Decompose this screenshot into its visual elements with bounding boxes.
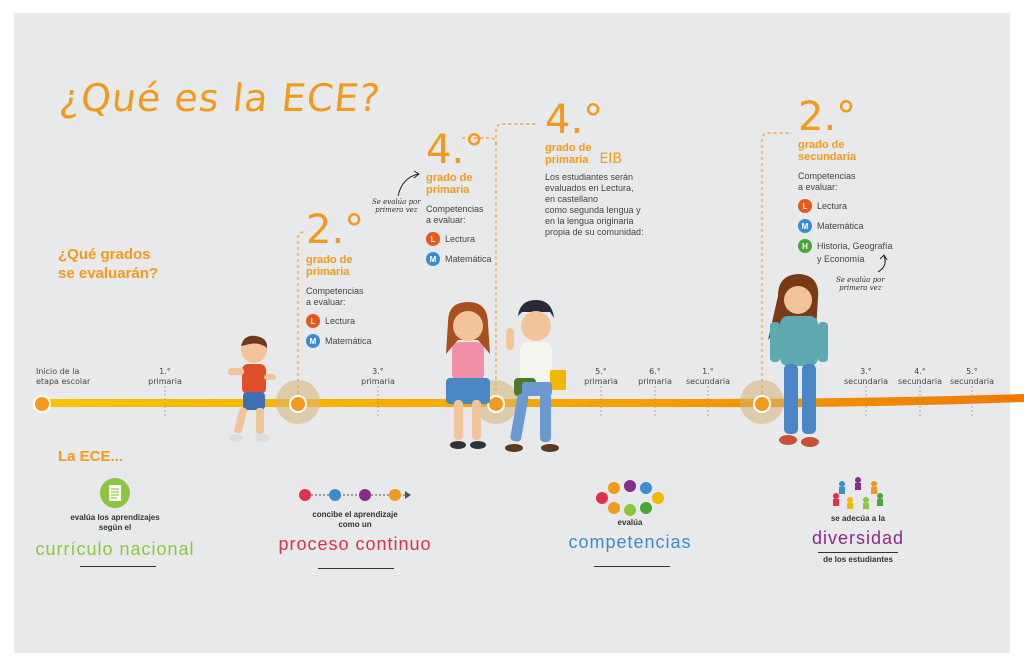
competency-matematica: M Matemática [426, 251, 492, 267]
tick-label: 5.° secundaria [949, 367, 995, 386]
tick-label: 1.° primaria [148, 367, 182, 386]
competency-lectura: L Lectura [306, 313, 372, 329]
competency-lectura: L Lectura [798, 198, 893, 214]
underline [594, 566, 670, 567]
competency-historia: H Historia, Geografía [798, 238, 893, 254]
boy-with-books-illustration [505, 300, 566, 452]
feature-proceso: concibe el aprendizaje como un proceso c… [270, 486, 440, 555]
tick-label: 6.° primaria [638, 367, 672, 386]
tick-label: 4.° secundaria [897, 367, 943, 386]
grade-2-secundaria: 2.° grado de secundaria Competencias a e… [798, 94, 893, 264]
first-time-note: Se evalúa por primera vez [836, 276, 885, 292]
eib-tag: EIB [599, 151, 623, 167]
grade-2-primaria: 2.° grado de primaria Competencias a eva… [306, 210, 372, 349]
timeline-node-2-primaria [289, 395, 307, 413]
matematica-badge-icon: M [306, 334, 320, 348]
tick-label: 5.° primaria [584, 367, 618, 386]
timeline-node-start [33, 395, 51, 413]
underline [318, 568, 394, 569]
timeline-node-4-primaria [487, 395, 505, 413]
competencies-circle-icon [596, 480, 664, 516]
feature-competencias: evalúa competencias [550, 480, 710, 553]
feature-diversidad: se adecúa a la diversidad de los estudia… [778, 474, 938, 565]
lectura-badge-icon: L [306, 314, 320, 328]
feature-curriculo: evalúa los aprendizajes según el currícu… [30, 478, 200, 560]
lectura-badge-icon: L [798, 199, 812, 213]
tick-label: 3.° primaria [361, 367, 395, 386]
tick-label: 1.° secundaria [685, 367, 731, 386]
teen-girl-illustration [768, 274, 828, 447]
competency-lectura: L Lectura [426, 231, 492, 247]
competency-matematica: M Matemática [306, 333, 372, 349]
grade-4-primaria-eib: 4.° grado de primaria EIB Los estudiante… [545, 97, 644, 237]
timeline-node-2-secundaria [753, 395, 771, 413]
lectura-badge-icon: L [426, 232, 440, 246]
historia-badge-icon: H [798, 239, 812, 253]
document-icon [100, 478, 130, 508]
first-time-note: Se evalúa por primera vez [372, 198, 421, 214]
competency-matematica: M Matemática [798, 218, 893, 234]
underline [80, 566, 156, 567]
grades-question: ¿Qué grados se evaluarán? [58, 246, 159, 282]
underline [818, 552, 898, 553]
people-circle-icon [833, 477, 883, 509]
boy-running-illustration [228, 335, 276, 442]
matematica-badge-icon: M [798, 219, 812, 233]
timeline-start-label: Inicio de la etapa escolar [36, 367, 91, 386]
matematica-badge-icon: M [426, 252, 440, 266]
tick-label: 3.° secundaria [843, 367, 889, 386]
girl-illustration [446, 302, 490, 449]
grade-4-primaria: 4.° grado de primaria Competencias a eva… [426, 130, 492, 267]
progress-dots-icon [299, 489, 411, 501]
ece-label: La ECE... [58, 448, 124, 465]
